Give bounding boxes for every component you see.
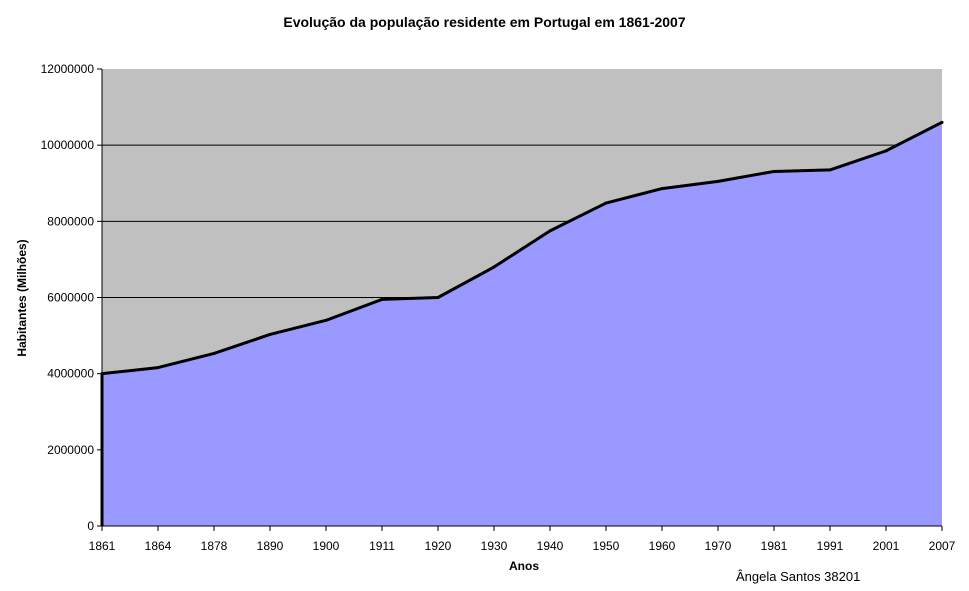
x-tick-label: 1981 <box>761 539 788 553</box>
x-tick-label: 1911 <box>369 539 395 553</box>
x-tick-label: 1878 <box>201 539 228 553</box>
y-tick-label: 10000000 <box>41 138 95 152</box>
y-tick-label: 0 <box>87 519 94 533</box>
series-line <box>101 120 943 376</box>
x-tick-label: 2007 <box>929 539 956 553</box>
data-point-1920 <box>436 296 440 299</box>
x-tick-label: 1970 <box>705 539 732 553</box>
data-point-1991 <box>828 168 832 172</box>
data-point-1911 <box>380 297 384 301</box>
x-tick-label: 1920 <box>425 539 452 553</box>
data-point-1970 <box>716 179 720 183</box>
x-tick-label: 2001 <box>873 539 900 553</box>
y-axis-title: Habitantes (Milhões) <box>15 239 29 356</box>
data-point-2001 <box>884 149 888 153</box>
data-point-1981 <box>772 169 776 173</box>
data-point-1930 <box>492 265 496 269</box>
x-tick-label: 1864 <box>145 539 172 553</box>
data-point-2007 <box>940 120 944 124</box>
data-point-1960 <box>660 187 664 191</box>
chart-title: Evolução da população residente em Portu… <box>283 14 686 30</box>
x-tick-label: 1900 <box>313 539 340 553</box>
data-point-1864 <box>156 366 160 370</box>
data-point-1950 <box>604 201 608 205</box>
author-credit: Ângela Santos 38201 <box>736 569 861 584</box>
y-tick-label: 8000000 <box>47 214 94 228</box>
x-tick-label: 1991 <box>817 539 844 553</box>
data-point-1878 <box>212 351 216 355</box>
x-tick-label: 1950 <box>593 539 620 553</box>
x-axis-title: Anos <box>509 559 539 573</box>
y-tick-label: 2000000 <box>47 443 94 457</box>
y-tick-label: 12000000 <box>41 62 95 76</box>
y-tick-label: 6000000 <box>47 291 94 305</box>
x-tick-label: 1960 <box>649 539 676 553</box>
data-point-1890 <box>268 332 272 336</box>
y-tick-label: 4000000 <box>47 367 94 381</box>
x-tick-label: 1940 <box>537 539 564 553</box>
series-area-overlay <box>102 122 942 527</box>
x-tick-label: 1861 <box>89 539 116 553</box>
x-tick-label: 1930 <box>481 539 508 553</box>
x-tick-label: 1890 <box>257 539 284 553</box>
data-point-1940 <box>548 229 552 233</box>
data-point-1900 <box>324 318 328 322</box>
